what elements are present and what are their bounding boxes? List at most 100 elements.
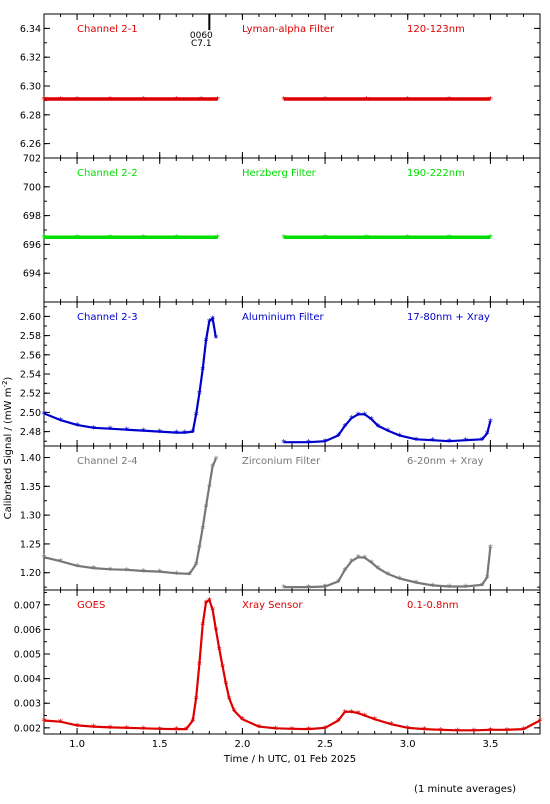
- event-marker-label-top: 0060: [190, 31, 213, 41]
- y-tick-label: 6.28: [20, 110, 41, 121]
- y-tick-label: 702: [23, 154, 41, 165]
- data-point: *: [256, 723, 261, 734]
- y-tick-label: 1.40: [20, 453, 41, 464]
- data-point: *: [397, 431, 402, 442]
- data-point: *: [290, 725, 295, 736]
- data-point: *: [480, 435, 485, 446]
- data-point: *: [200, 620, 205, 631]
- data-point: *: [430, 436, 435, 447]
- data-point: *: [42, 409, 47, 420]
- y-tick-label: 6.34: [20, 24, 41, 35]
- y-tick-label: 6.30: [20, 82, 41, 93]
- data-point: *: [204, 502, 209, 513]
- panel-band-label: 190-222nm: [407, 168, 465, 179]
- data-point: *: [323, 724, 328, 735]
- data-point: *: [405, 233, 410, 244]
- panel-band-label: 120-123nm: [407, 24, 465, 35]
- data-point: *: [91, 424, 96, 435]
- data-point: *: [58, 718, 63, 729]
- data-point: *: [349, 708, 354, 719]
- data-point: *: [488, 543, 493, 554]
- data-point: *: [430, 581, 435, 592]
- data-point: *: [141, 427, 146, 438]
- data-point: *: [488, 95, 493, 106]
- data-point: *: [217, 645, 222, 656]
- data-point: *: [447, 437, 452, 448]
- panel-channel-label: Channel 2-1: [77, 24, 138, 35]
- data-point: *: [194, 560, 199, 571]
- data-point: *: [215, 95, 220, 106]
- data-point: *: [213, 334, 218, 345]
- data-point: *: [362, 554, 367, 565]
- panel-channel-label: Channel 2-3: [77, 312, 138, 323]
- data-point: *: [141, 233, 146, 244]
- series-line: [43, 316, 217, 434]
- data-point: *: [213, 625, 218, 636]
- panel-channel-label: Channel 2-4: [77, 456, 138, 467]
- panel-filter-label: Xray Sensor: [242, 600, 303, 611]
- data-point: *: [108, 95, 113, 106]
- data-point: *: [108, 425, 113, 436]
- data-point: *: [210, 606, 215, 617]
- data-point: *: [227, 694, 232, 705]
- data-point: *: [42, 95, 47, 106]
- data-point: *: [58, 557, 63, 568]
- data-point: *: [204, 336, 209, 347]
- data-point: *: [362, 410, 367, 421]
- data-point: *: [220, 662, 225, 673]
- data-point: *: [281, 95, 286, 106]
- data-point: *: [349, 414, 354, 425]
- data-point: *: [108, 565, 113, 576]
- data-point: *: [141, 724, 146, 735]
- y-tick-label: 6.26: [20, 139, 41, 150]
- data-point: *: [485, 573, 490, 584]
- data-point: *: [336, 577, 341, 588]
- y-tick-label: 1.30: [20, 511, 41, 522]
- data-point: *: [75, 421, 80, 432]
- data-point: *: [199, 95, 204, 106]
- data-point: *: [197, 543, 202, 554]
- x-tick-label: 2.0: [234, 739, 250, 750]
- data-point: *: [471, 726, 476, 737]
- y-tick-label: 6.32: [20, 53, 41, 64]
- x-tick-label: 2.5: [317, 739, 333, 750]
- data-point: *: [207, 596, 212, 607]
- panel-3: 2.48 2.50 2.52 2.54 2.56 2.58 2.60 Channel 2-3 A…: [20, 301, 541, 449]
- y-tick-label: 1.20: [20, 568, 41, 579]
- y-tick-label: 2.54: [20, 370, 41, 381]
- data-point: *: [405, 95, 410, 106]
- data-point: *: [182, 429, 187, 440]
- data-point: *: [356, 709, 361, 720]
- data-point: *: [174, 233, 179, 244]
- data-point: *: [108, 233, 113, 244]
- data-point: *: [364, 233, 369, 244]
- data-point: *: [213, 455, 218, 466]
- data-point: *: [75, 562, 80, 573]
- data-point: *: [323, 233, 328, 244]
- data-point: *: [463, 583, 468, 594]
- y-tick-label: 0.002: [14, 723, 41, 734]
- data-point: *: [194, 694, 199, 705]
- data-point: *: [414, 435, 419, 446]
- panel-band-label: 17-80nm + Xray: [407, 312, 490, 323]
- y-tick-label: 1.35: [20, 482, 41, 493]
- data-point: *: [397, 574, 402, 585]
- panel-5: 0.002 0.003 0.004 0.005 0.006 0.007 GOES Xray S…: [14, 589, 543, 737]
- data-point: *: [124, 724, 129, 735]
- y-tick-label: 0.007: [14, 600, 41, 611]
- data-point: *: [488, 417, 493, 428]
- series-line: [283, 413, 492, 444]
- y-axis-label-superscript: -2: [1, 381, 9, 388]
- y-axis-label-main: Calibrated Signal / (mW m: [3, 388, 14, 520]
- panel-filter-label: Aluminium Filter: [242, 312, 325, 323]
- data-point: *: [306, 725, 311, 736]
- y-tick-label: 694: [23, 269, 41, 280]
- data-point: *: [190, 428, 195, 439]
- data-point: *: [207, 317, 212, 328]
- panel-frame: [43, 589, 541, 735]
- data-point: *: [273, 724, 278, 735]
- data-point: *: [207, 482, 212, 493]
- data-point: *: [194, 410, 199, 421]
- data-point: *: [414, 579, 419, 590]
